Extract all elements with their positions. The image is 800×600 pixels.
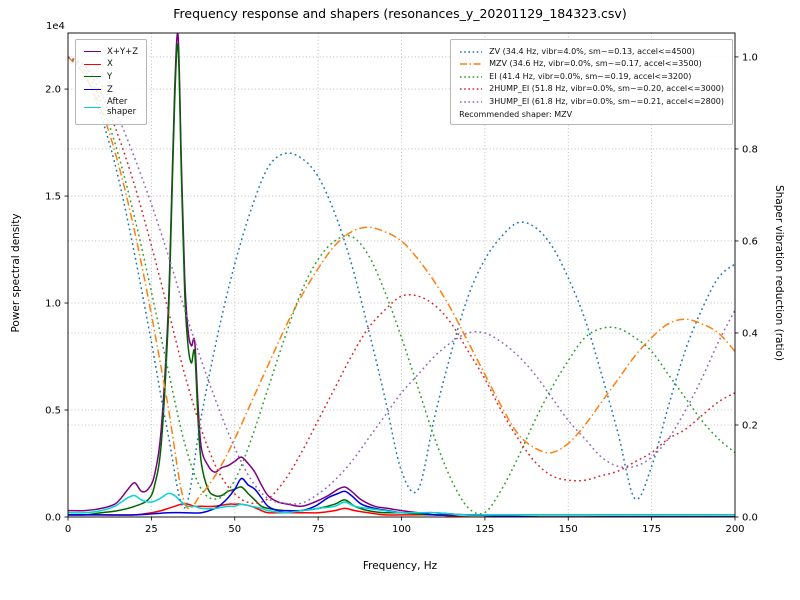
y-axis-offset-text: 1e4 — [46, 21, 65, 32]
shaper-legend-item-3hump-ei: 3HUMP_EI (61.8 Hz, vibr=0.0%, sm~=0.21, … — [459, 97, 724, 107]
chart-title: Frequency response and shapers (resonanc… — [173, 6, 627, 21]
recommended-shaper-note: Recommended shaper: MZV — [459, 109, 573, 119]
y-left-tick-label: 1.5 — [45, 192, 61, 203]
legend-line-sample — [84, 51, 101, 53]
axis-ticks: 0 25 50 75 100 125 150 175 2000.00.51.01.52.00.0… — [45, 52, 758, 535]
x-axis-label: Frequency, Hz — [362, 560, 438, 572]
x-tick-label: 150 — [559, 524, 578, 535]
y-left-tick-label: 1.0 — [45, 299, 61, 310]
legend-label: X — [107, 59, 113, 70]
psd-legend-item-x-y-z: X+Y+Z — [84, 47, 138, 57]
psd-legend-item-y: Y — [84, 72, 138, 82]
y-right-tick-label: 0.4 — [742, 328, 758, 339]
legend-line-sample — [84, 63, 101, 65]
shaper-legend-items: ZV (34.4 Hz, vibr=4.0%, sm~=0.13, accel<… — [459, 47, 724, 107]
legend-line-sample — [460, 100, 483, 103]
x-tick-label: 200 — [725, 524, 744, 535]
psd-curve-after-shaper — [68, 492, 735, 516]
psd-legend-items: X+Y+Z X Y Z After shaper — [84, 47, 138, 118]
legend-label: ZV (34.4 Hz, vibr=4.0%, sm~=0.13, accel<… — [489, 46, 695, 56]
legend-line-sample — [84, 89, 101, 91]
y-axis-label-right: Shaper vibration reduction (ratio) — [773, 184, 785, 362]
legend-line-sample — [460, 75, 483, 78]
psd-curve-x-y-z — [68, 33, 735, 516]
y-right-tick-label: 1.0 — [742, 52, 758, 63]
x-tick-label: 175 — [642, 524, 661, 535]
x-tick-label: 100 — [392, 524, 411, 535]
shaper-legend-item-zv: ZV (34.4 Hz, vibr=4.0%, sm~=0.13, accel<… — [459, 47, 724, 57]
shaper-legend-item-2hump-ei: 2HUMP_EI (51.8 Hz, vibr=0.0%, sm~=0.20, … — [459, 84, 724, 94]
legend-label: After shaper — [107, 97, 137, 118]
y-right-tick-label: 0.2 — [742, 420, 758, 431]
legend-label: MZV (34.6 Hz, vibr=0.0%, sm~=0.17, accel… — [489, 59, 702, 68]
x-tick-label: 125 — [475, 524, 494, 535]
x-tick-label: 75 — [312, 524, 325, 535]
y-left-tick-label: 0.0 — [45, 513, 61, 524]
psd-legend-item-after-shaper: After shaper — [84, 97, 138, 117]
shaper-curve-3hump-ei — [68, 56, 735, 505]
shaper-curve-zv — [68, 56, 735, 509]
legend-line-sample — [460, 63, 483, 65]
shaper-legend: ZV (34.4 Hz, vibr=4.0%, sm~=0.13, accel<… — [450, 39, 733, 125]
y-right-tick-label: 0.6 — [742, 236, 758, 247]
legend-line-sample — [84, 76, 101, 78]
psd-legend-item-x: X — [84, 59, 138, 69]
shaper-curve-2hump-ei — [68, 56, 735, 505]
y-left-tick-label: 0.5 — [45, 406, 61, 417]
legend-line-sample — [460, 50, 483, 53]
legend-label: X+Y+Z — [107, 46, 139, 57]
y-axis-label-left: Power spectral density — [10, 213, 22, 333]
legend-line-sample — [460, 88, 483, 90]
legend-line-sample — [84, 106, 101, 108]
x-tick-label: 0 — [65, 524, 71, 535]
x-tick-label: 50 — [228, 524, 241, 535]
psd-curve-y — [68, 43, 735, 517]
legend-label: 2HUMP_EI (51.8 Hz, vibr=0.0%, sm~=0.20, … — [489, 84, 724, 93]
shaper-legend-item-mzv: MZV (34.6 Hz, vibr=0.0%, sm~=0.17, accel… — [459, 59, 724, 69]
legend-label: Y — [107, 71, 113, 82]
psd-legend: X+Y+Z X Y Z After shaper — [75, 39, 148, 126]
legend-label: EI (41.4 Hz, vibr=0.0%, sm~=0.19, accel<… — [489, 71, 692, 81]
shaper-curve-ei — [68, 56, 735, 515]
legend-label: Z — [107, 84, 113, 95]
psd-curves — [68, 33, 735, 517]
legend-label: 3HUMP_EI (61.8 Hz, vibr=0.0%, sm~=0.21, … — [489, 96, 724, 106]
y-right-tick-label: 0.0 — [742, 513, 758, 524]
y-left-tick-label: 2.0 — [45, 85, 61, 96]
psd-legend-item-z: Z — [84, 85, 138, 95]
y-right-tick-label: 0.8 — [742, 144, 758, 155]
shaper-curve-mzv — [68, 56, 735, 510]
shaper-curves — [68, 56, 735, 515]
shaper-legend-item-ei: EI (41.4 Hz, vibr=0.0%, sm~=0.19, accel<… — [459, 72, 724, 82]
x-tick-label: 25 — [145, 524, 158, 535]
